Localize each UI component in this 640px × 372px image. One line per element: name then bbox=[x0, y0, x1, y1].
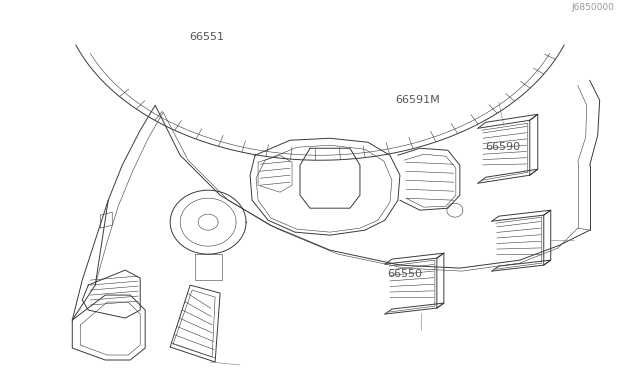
Text: 66551: 66551 bbox=[189, 32, 224, 42]
Text: 66590: 66590 bbox=[485, 142, 520, 152]
Text: J6850000: J6850000 bbox=[572, 3, 614, 12]
Text: 66550: 66550 bbox=[387, 269, 422, 279]
Text: 66591M: 66591M bbox=[396, 95, 440, 105]
